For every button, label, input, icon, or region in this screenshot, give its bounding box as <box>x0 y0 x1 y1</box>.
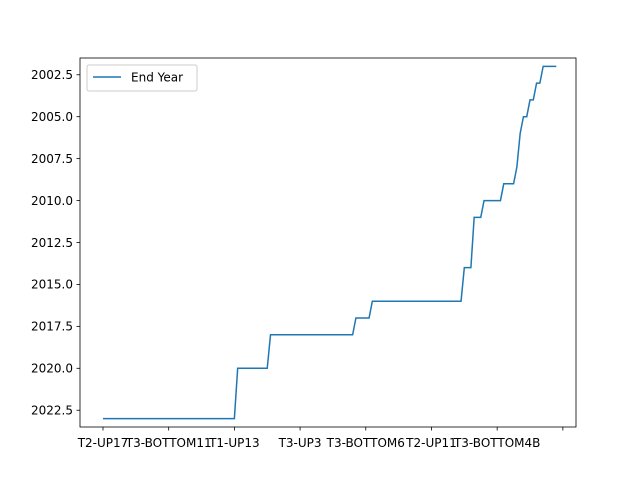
y-tick-label: 2022.5 <box>31 404 73 418</box>
y-tick-label: 2017.5 <box>31 320 73 334</box>
legend-box <box>86 64 198 92</box>
x-tick-label: T3-BOTTOM6 <box>326 436 405 450</box>
y-tick-label: 2010.0 <box>31 194 73 208</box>
y-tick-label: 2005.0 <box>31 110 73 124</box>
plot-area <box>102 65 557 420</box>
x-tick-label: T3-BOTTOM11 <box>125 436 212 450</box>
x-tick-label: T2-UP17 <box>77 436 129 450</box>
legend-label-end-year: End Year <box>131 71 183 85</box>
series-line-0 <box>102 65 557 420</box>
y-tick-label: 2007.5 <box>31 152 73 166</box>
x-tick-label: T3-UP3 <box>278 436 322 450</box>
x-tick-label: T3-BOTTOM4B <box>453 436 540 450</box>
axes: 2002.5 2005.0 2007.5 2010.0 2012.5 2015.0 2017… <box>31 57 577 450</box>
y-tick-label: 2020.0 <box>31 362 73 376</box>
y-tick-label: 2015.0 <box>31 278 73 292</box>
x-tick-label: T1-UP13 <box>208 436 260 450</box>
legend: End Year <box>86 64 198 92</box>
x-tick-label: T2-UP11 <box>405 436 457 450</box>
y-tick-label: 2012.5 <box>31 236 73 250</box>
y-tick-label: 2002.5 <box>31 68 73 82</box>
